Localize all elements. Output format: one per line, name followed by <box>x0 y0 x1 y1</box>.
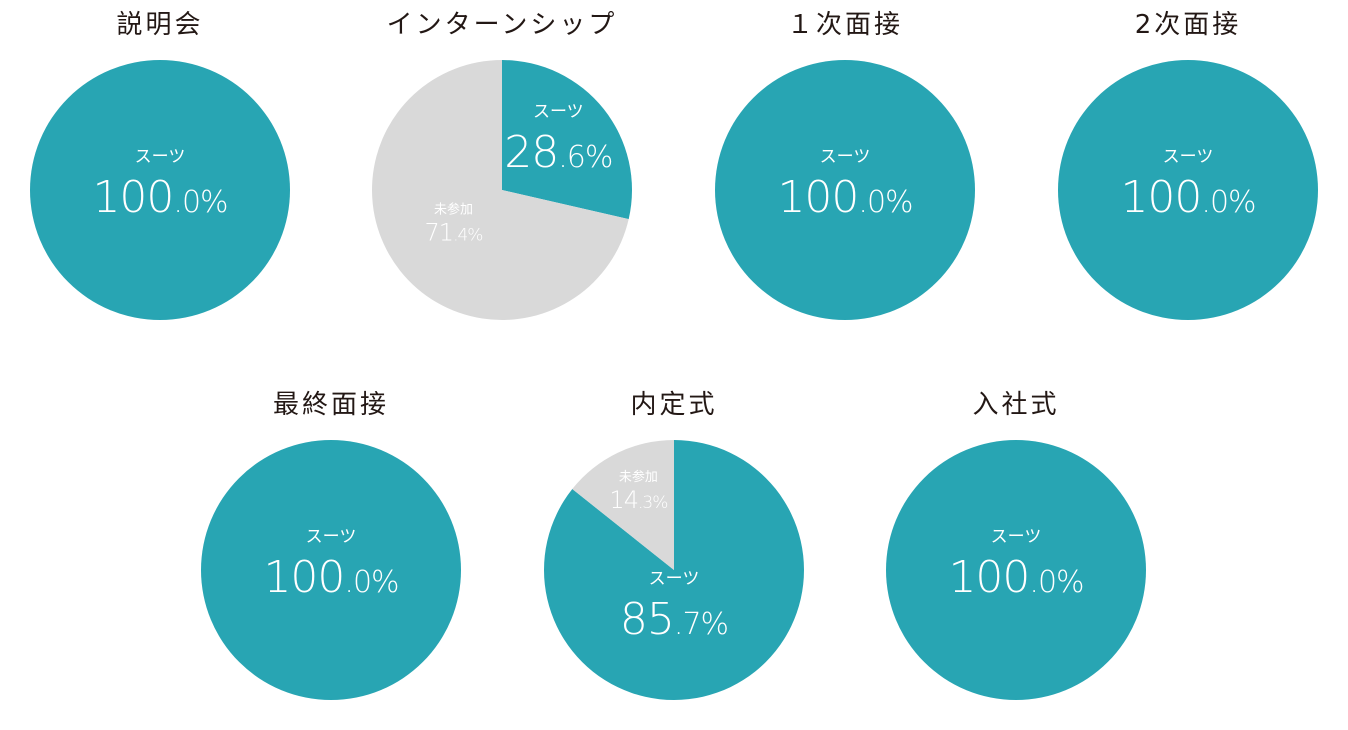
slice-value: 100.0% <box>1120 172 1255 223</box>
pie-slice <box>715 60 975 320</box>
pie-slice <box>371 60 629 320</box>
slice-label: スーツ <box>135 147 186 167</box>
chart-title: １次面接 <box>786 10 903 40</box>
slice-value: 85.7% <box>620 594 728 645</box>
slice-label: スーツ <box>820 147 871 167</box>
pie-slice <box>1058 60 1318 320</box>
slice-value: 14.3% <box>609 486 667 514</box>
pie-slice <box>30 60 290 320</box>
slice-label: 未参加 <box>619 469 658 485</box>
slice-label: スーツ <box>1163 147 1214 167</box>
pie-chart: スーツ 100.0% <box>715 60 975 320</box>
pie-chart: スーツ 100.0% <box>201 440 461 700</box>
slice-value: 71.4% <box>425 219 483 247</box>
pie-slice <box>502 60 632 220</box>
slice-label: スーツ <box>533 102 584 122</box>
pie-chart: スーツ 100.0% <box>30 60 290 320</box>
chart-title: 入社式 <box>972 390 1060 420</box>
slice-value: 28.6% <box>504 127 612 178</box>
pie-slice <box>886 440 1146 700</box>
pie-chart: スーツ 100.0% <box>886 440 1146 700</box>
slice-value: 100.0% <box>777 172 912 223</box>
slice-label: 未参加 <box>434 202 473 218</box>
slice-label: スーツ <box>991 527 1042 547</box>
slice-value: 100.0% <box>263 552 398 603</box>
chart-title: 最終面接 <box>272 390 389 420</box>
pie-slice <box>572 440 674 570</box>
slice-value: 100.0% <box>92 172 227 223</box>
chart-title: 2次面接 <box>1134 10 1242 40</box>
pie-slice <box>201 440 461 700</box>
slice-label: スーツ <box>649 569 700 589</box>
slice-label: スーツ <box>306 527 357 547</box>
pie-slice <box>543 440 804 701</box>
chart-title: 説明会 <box>116 10 204 40</box>
slice-value: 100.0% <box>948 552 1083 603</box>
chart-title: インターンシップ <box>386 10 618 40</box>
pie-chart: スーツ 100.0% <box>1058 60 1318 320</box>
chart-title: 内定式 <box>630 390 718 420</box>
